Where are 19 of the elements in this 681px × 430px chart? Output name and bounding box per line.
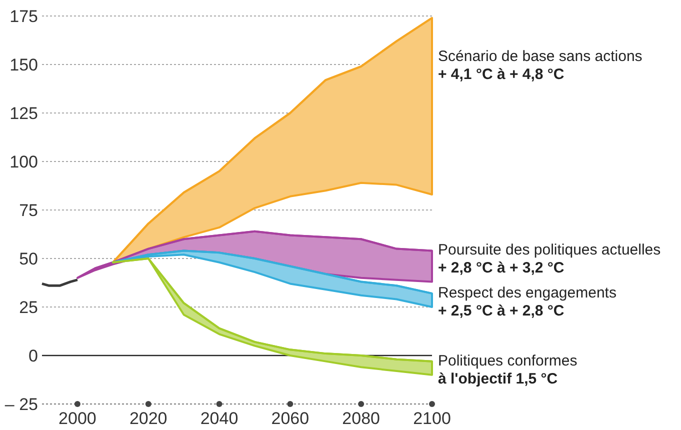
x-tick-label: 2040	[200, 409, 238, 428]
x-tick-label: 2080	[342, 409, 380, 428]
y-tick-label: 100	[10, 152, 38, 172]
x-tick-label: 2060	[271, 409, 310, 428]
x-tick-label: 2100	[413, 409, 451, 428]
x-tick-label: 2000	[58, 409, 96, 428]
y-tick-label: 150	[10, 55, 38, 74]
series-label: Respect des engagements + 2,5 °C à + 2,8 °C	[438, 284, 616, 320]
y-tick-label: – 25	[4, 394, 38, 414]
y-tick-label: 175	[10, 6, 38, 26]
y-tick-label: 125	[10, 104, 38, 123]
series-label: Scénario de base sans actions + 4,1 °C à + 4,8 °C	[438, 48, 642, 83]
y-tick-label: 75	[19, 200, 38, 220]
series-label: Poursuite des politiques actuelles + 2,8 °C à + 3,2 °C	[438, 242, 661, 277]
x-tick-label: 2020	[129, 409, 168, 428]
y-tick-label: 0	[28, 346, 38, 366]
y-tick-label: 25	[19, 298, 38, 317]
y-tick-label: 50	[19, 249, 38, 268]
series-label: Politiques conformes à l'objectif 1,5 °C	[438, 352, 578, 388]
